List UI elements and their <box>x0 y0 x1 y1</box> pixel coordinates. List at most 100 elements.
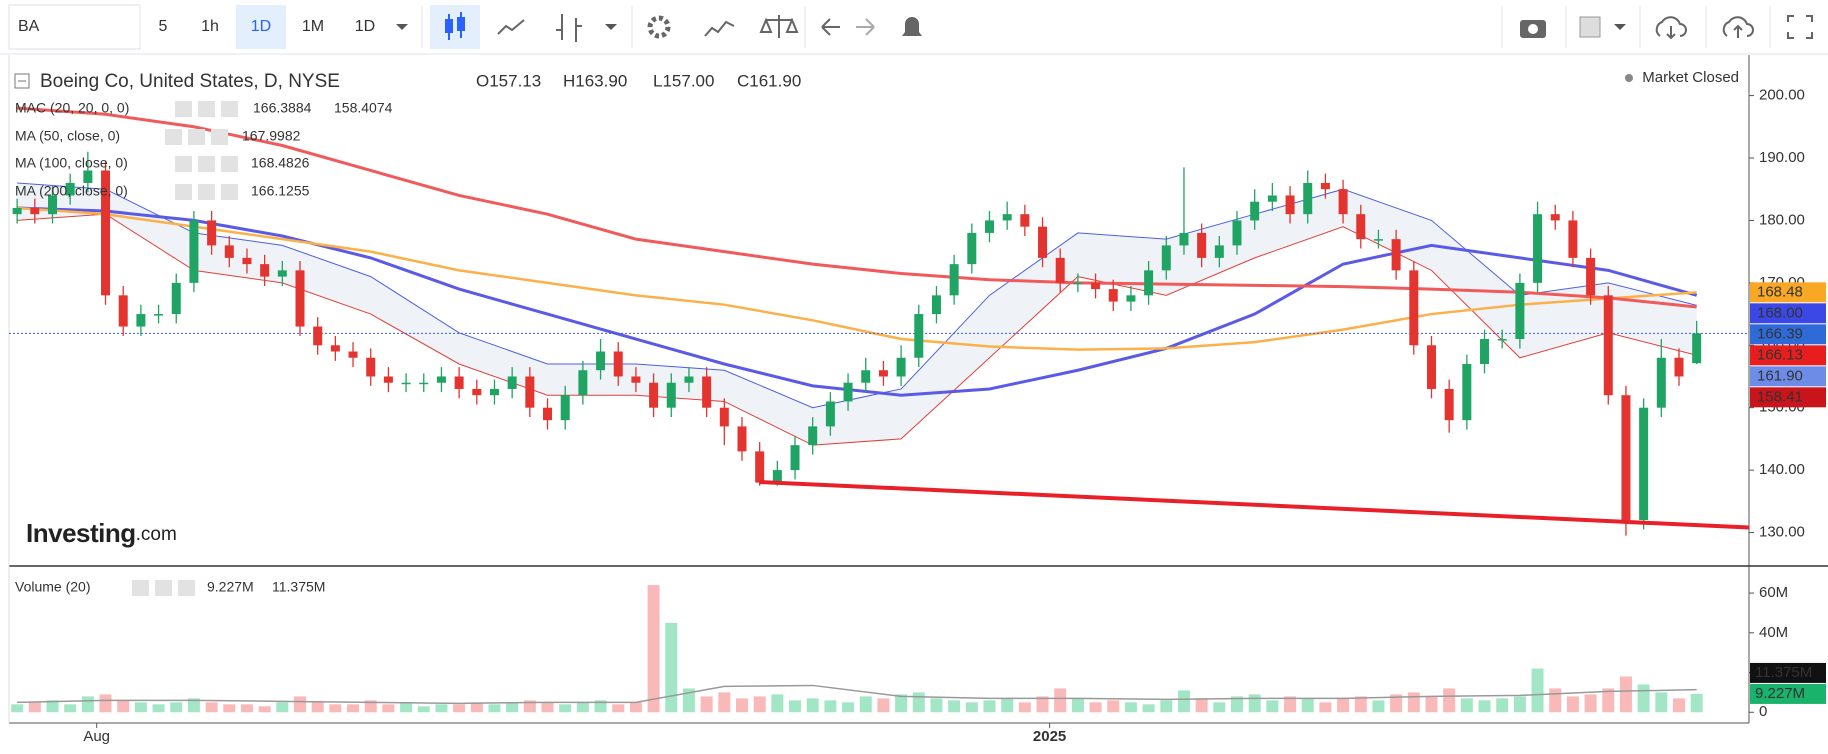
volume-bar <box>1337 698 1350 713</box>
dropdown-arrow[interactable] <box>605 24 617 30</box>
value-box-label: 168.48 <box>1757 283 1803 300</box>
ohlc-value: O157.13 <box>476 71 541 90</box>
indicators-icon[interactable] <box>704 20 735 37</box>
mac-band <box>17 182 1697 446</box>
volume-bar <box>1089 702 1102 713</box>
candle-body <box>1674 357 1684 377</box>
candle-body <box>1426 345 1436 389</box>
dropdown-arrow[interactable] <box>396 24 408 30</box>
candle-body <box>1603 295 1613 396</box>
candle-body <box>136 314 146 327</box>
volume-bar <box>1266 700 1279 713</box>
indicator-line <box>17 206 1698 397</box>
legend-icon[interactable] <box>175 101 192 117</box>
legend-icon[interactable] <box>198 101 215 117</box>
redo-icon[interactable] <box>856 18 875 36</box>
volume-bar <box>1425 696 1438 713</box>
value-box-label: 166.39 <box>1757 325 1803 342</box>
candle-body <box>755 451 765 483</box>
candle-body <box>1108 289 1118 302</box>
candle-body <box>242 257 252 265</box>
volume-bar <box>824 700 837 713</box>
candle-body <box>666 382 676 408</box>
legend-icon[interactable] <box>188 129 205 145</box>
color-box[interactable] <box>1579 16 1601 38</box>
legend-icon[interactable] <box>211 129 228 145</box>
interval-button[interactable]: 1M <box>302 18 324 35</box>
symbol[interactable]: BA <box>18 18 40 35</box>
dropdown-arrow[interactable] <box>1614 24 1626 30</box>
legend-icon[interactable] <box>221 156 238 172</box>
candle-body <box>1320 182 1330 190</box>
volume-bar <box>28 702 41 713</box>
legend-icon[interactable] <box>175 156 192 172</box>
volume-bar <box>948 700 961 713</box>
volume-bar <box>240 704 253 713</box>
volume-bar <box>1619 676 1632 713</box>
interval-button[interactable]: 5 <box>159 18 168 35</box>
compare-icon[interactable] <box>759 15 799 38</box>
y-tick-label: 130.00 <box>1759 524 1805 541</box>
volume-tick-label: 0 <box>1759 703 1767 720</box>
candle-body <box>1285 195 1295 215</box>
interval-button[interactable]: 1D <box>355 18 375 35</box>
alert-icon[interactable] <box>902 17 922 36</box>
legend-icon[interactable] <box>221 101 238 117</box>
candle-body <box>613 351 623 377</box>
candle-body <box>472 388 482 396</box>
legend-icon[interactable] <box>155 580 172 596</box>
legend-icon[interactable] <box>175 184 192 200</box>
fullscreen-icon[interactable] <box>1787 15 1813 39</box>
legend-icon[interactable] <box>165 129 182 145</box>
candle-body <box>419 382 429 385</box>
bar-icon[interactable] <box>556 14 582 42</box>
candle-body <box>702 376 712 408</box>
candle-body <box>101 170 111 296</box>
candle-body <box>931 295 941 315</box>
legend-icon[interactable] <box>198 156 215 172</box>
candle-body <box>189 220 199 283</box>
indicator-value: 166.3884 <box>253 100 312 116</box>
legend-icon[interactable] <box>132 580 149 596</box>
upload-icon[interactable] <box>1722 16 1754 38</box>
interval-button[interactable]: 1h <box>201 18 219 35</box>
volume-bar <box>134 702 147 713</box>
volume-bar <box>170 702 183 713</box>
volume-bar <box>1213 702 1226 713</box>
volume-bar <box>859 696 872 713</box>
symbol-box[interactable] <box>8 4 141 50</box>
volume-bar <box>753 696 766 713</box>
volume-bar <box>1301 698 1314 713</box>
volume-bar <box>99 694 112 713</box>
volume-bar <box>700 696 713 713</box>
legend-icon[interactable] <box>178 580 195 596</box>
volume-bar <box>682 688 695 713</box>
volume-bar <box>576 702 589 713</box>
legend-icon[interactable] <box>198 184 215 200</box>
indicator-value: 166.1255 <box>251 183 310 199</box>
interval-button[interactable]: 1D <box>251 18 271 35</box>
candle-body <box>348 351 358 358</box>
line-icon[interactable] <box>497 19 525 35</box>
candle-body <box>1020 214 1030 227</box>
candle-body <box>224 245 234 258</box>
volume-bar <box>1531 668 1544 713</box>
settings-icon[interactable] <box>647 15 671 39</box>
candle-body <box>737 426 747 452</box>
candle-body <box>1232 220 1242 246</box>
separators <box>139 6 1771 48</box>
volume-bar <box>629 702 642 713</box>
volume-bar <box>789 700 802 713</box>
camera-icon[interactable] <box>1520 20 1546 38</box>
legend-icon[interactable] <box>221 184 238 200</box>
volume-bar <box>1036 696 1049 713</box>
candle-body <box>1480 339 1490 364</box>
download-icon[interactable] <box>1655 16 1687 40</box>
candle-body <box>47 195 57 215</box>
candle-body <box>313 326 323 346</box>
volume-bar <box>1602 688 1615 713</box>
undo-icon[interactable] <box>821 18 840 36</box>
volume-value: 9.227M <box>207 579 254 595</box>
candle-icon[interactable] <box>445 12 465 40</box>
volume-bar <box>435 704 448 713</box>
